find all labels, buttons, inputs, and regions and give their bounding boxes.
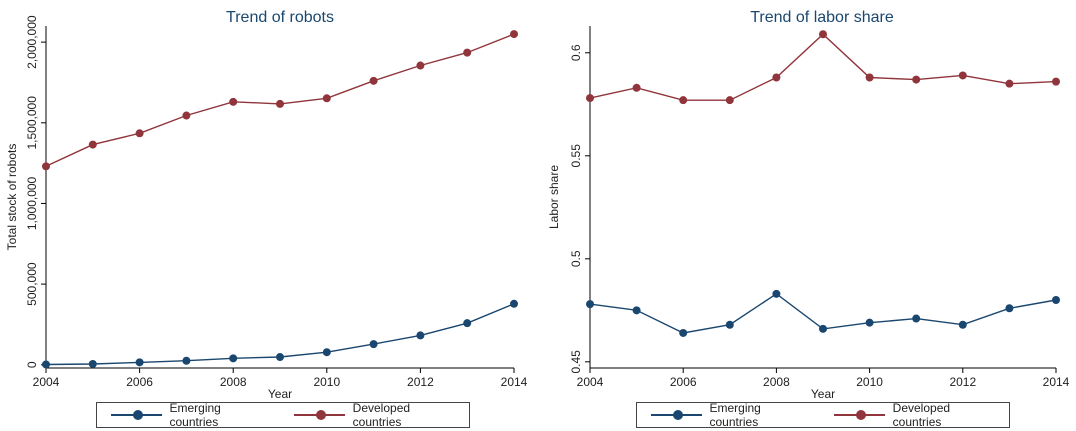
data-point-emerging — [586, 300, 594, 309]
data-point-emerging — [416, 331, 425, 340]
y-tick-label: 0 — [25, 361, 39, 368]
data-point-developed — [586, 94, 594, 103]
data-point-developed — [1052, 77, 1060, 86]
y-tick-label: 0.5 — [569, 250, 583, 267]
data-point-developed — [679, 96, 688, 105]
y-tick-label: 1,000,000 — [25, 176, 39, 230]
x-tick-label: 2008 — [763, 375, 790, 389]
y-axis-label: Labor share — [547, 165, 561, 229]
legend-item-emerging: Emerging countries — [111, 401, 266, 429]
y-tick-label: 0.6 — [569, 44, 583, 61]
data-point-developed — [865, 73, 874, 82]
legend-swatch-emerging — [651, 409, 702, 421]
data-point-developed — [276, 99, 284, 108]
data-point-emerging — [42, 360, 50, 369]
y-axis-label: Total stock of robots — [5, 144, 19, 251]
legend-robots: Emerging countries Developed countries — [96, 401, 470, 429]
legend-labor-share: Emerging countries Developed countries — [636, 401, 1010, 429]
y-tick-label: 0.55 — [569, 144, 583, 168]
legend-dot-developed — [856, 410, 867, 420]
data-point-emerging — [1005, 304, 1014, 313]
y-tick-label: 1,500,000 — [25, 96, 39, 150]
y-tick-label: 500,000 — [25, 262, 39, 306]
data-point-emerging — [463, 319, 472, 328]
series-line-developed — [589, 33, 1057, 101]
data-point-emerging — [632, 306, 641, 315]
y-tick-label: 0.45 — [569, 350, 583, 374]
data-point-developed — [958, 71, 967, 80]
legend-item-developed: Developed countries — [834, 401, 995, 429]
data-point-developed — [632, 83, 641, 92]
data-point-emerging — [276, 353, 284, 362]
data-point-developed — [1005, 79, 1014, 88]
legend-label-developed: Developed countries — [892, 401, 951, 429]
x-tick-label: 2014 — [1043, 375, 1070, 389]
x-tick-label: 2012 — [949, 375, 976, 389]
x-tick-label: 2006 — [670, 375, 697, 389]
x-tick-label: 2010 — [856, 375, 883, 389]
data-point-developed — [912, 75, 921, 84]
data-point-emerging — [182, 356, 191, 365]
legend-dot-emerging — [133, 410, 143, 420]
x-tick-label: 2006 — [126, 375, 153, 389]
legend-swatch-emerging — [111, 409, 162, 421]
x-axis-label: Year — [268, 387, 292, 401]
data-point-developed — [725, 96, 734, 105]
data-point-emerging — [958, 320, 967, 329]
data-point-emerging — [1052, 296, 1060, 305]
data-point-developed — [772, 73, 781, 82]
chart-title: Trend of robots — [226, 9, 334, 26]
legend-item-emerging: Emerging countries — [651, 401, 806, 429]
data-point-emerging — [819, 324, 827, 333]
data-point-developed — [135, 129, 144, 138]
data-point-developed — [182, 111, 191, 120]
legend-dot-emerging — [673, 410, 683, 420]
data-point-emerging — [865, 318, 874, 327]
data-point-developed — [369, 76, 378, 85]
data-point-developed — [416, 61, 425, 70]
chart-title: Trend of labor share — [750, 9, 894, 26]
data-point-developed — [819, 30, 827, 39]
data-point-developed — [88, 140, 97, 149]
x-tick-label: 2004 — [577, 375, 604, 389]
legend-label-emerging: Emerging countries — [709, 401, 761, 429]
data-point-emerging — [229, 354, 238, 363]
legend-label-developed: Developed countries — [352, 401, 411, 429]
data-point-developed — [322, 94, 331, 103]
data-point-developed — [463, 48, 472, 57]
data-point-emerging — [322, 348, 331, 357]
x-tick-label: 2012 — [407, 375, 434, 389]
legend-swatch-developed — [834, 409, 885, 421]
data-point-emerging — [772, 289, 781, 298]
legend-item-developed: Developed countries — [294, 401, 455, 429]
x-tick-label: 2004 — [33, 375, 60, 389]
data-point-emerging — [510, 299, 518, 308]
data-point-emerging — [725, 320, 734, 329]
legend-dot-developed — [316, 410, 327, 420]
data-point-emerging — [369, 340, 378, 349]
x-tick-label: 2014 — [501, 375, 528, 389]
data-point-developed — [229, 97, 238, 106]
x-tick-label: 2008 — [220, 375, 247, 389]
data-point-developed — [42, 162, 50, 171]
x-axis-label: Year — [811, 387, 835, 401]
legend-label-emerging: Emerging countries — [169, 401, 221, 429]
data-point-emerging — [88, 359, 97, 368]
data-point-developed — [510, 30, 518, 39]
legend-swatch-developed — [294, 409, 345, 421]
data-point-emerging — [679, 328, 688, 337]
x-tick-label: 2010 — [313, 375, 340, 389]
data-point-emerging — [912, 314, 921, 323]
data-point-emerging — [135, 358, 144, 367]
y-tick-label: 2,000,000 — [25, 15, 39, 69]
